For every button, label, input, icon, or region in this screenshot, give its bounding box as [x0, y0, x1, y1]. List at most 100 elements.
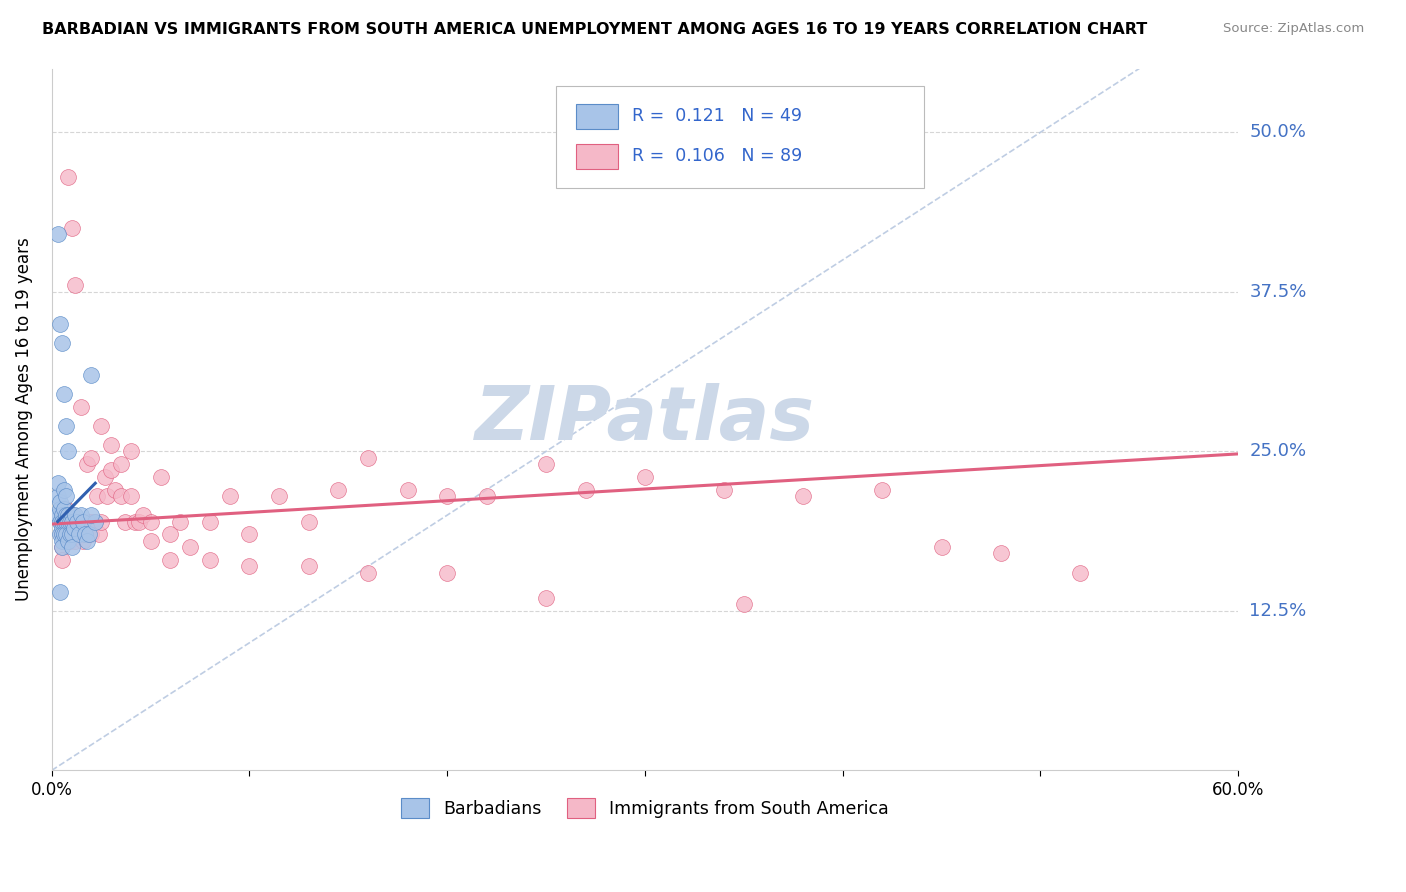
Point	[90, 418, 112, 433]
Point	[634, 470, 657, 484]
Y-axis label: Unemployment Among Ages 16 to 19 years: Unemployment Among Ages 16 to 19 years	[15, 237, 32, 601]
Point	[72, 533, 94, 548]
Point	[62, 527, 84, 541]
Point	[198, 553, 221, 567]
Point	[149, 470, 172, 484]
Point	[1069, 566, 1091, 580]
Point	[67, 527, 90, 541]
Text: 25.0%: 25.0%	[1250, 442, 1306, 460]
Point	[51, 335, 73, 350]
Point	[931, 540, 953, 554]
Point	[534, 591, 557, 605]
Point	[48, 495, 70, 509]
Point	[55, 515, 77, 529]
Point	[55, 527, 77, 541]
Text: Source: ZipAtlas.com: Source: ZipAtlas.com	[1223, 22, 1364, 36]
Point	[575, 483, 598, 497]
Point	[76, 533, 98, 548]
Point	[52, 527, 75, 541]
Point	[70, 400, 93, 414]
Point	[58, 515, 80, 529]
Point	[56, 508, 79, 523]
Point	[46, 489, 69, 503]
Point	[58, 527, 80, 541]
Point	[90, 515, 112, 529]
Point	[65, 278, 87, 293]
Point	[86, 489, 108, 503]
Point	[733, 598, 755, 612]
Point	[80, 527, 103, 541]
Point	[84, 515, 107, 529]
Point	[60, 515, 83, 529]
Point	[120, 489, 142, 503]
Point	[51, 515, 73, 529]
Point	[51, 540, 73, 554]
Text: BARBADIAN VS IMMIGRANTS FROM SOUTH AMERICA UNEMPLOYMENT AMONG AGES 16 TO 19 YEAR: BARBADIAN VS IMMIGRANTS FROM SOUTH AMERI…	[42, 22, 1147, 37]
Point	[70, 508, 93, 523]
Point	[100, 463, 122, 477]
Point	[60, 508, 83, 523]
FancyBboxPatch shape	[555, 86, 924, 188]
Point	[76, 457, 98, 471]
Point	[328, 483, 350, 497]
Point	[436, 566, 458, 580]
Point	[436, 489, 458, 503]
Point	[51, 527, 73, 541]
Point	[48, 584, 70, 599]
Point	[51, 521, 73, 535]
Text: 50.0%: 50.0%	[1250, 123, 1306, 141]
Point	[396, 483, 419, 497]
Point	[114, 515, 136, 529]
Point	[65, 508, 87, 523]
Point	[713, 483, 735, 497]
Point	[990, 546, 1012, 560]
Point	[120, 444, 142, 458]
Point	[128, 515, 150, 529]
Point	[94, 470, 117, 484]
Point	[60, 508, 83, 523]
Point	[238, 527, 260, 541]
Point	[139, 515, 162, 529]
Point	[46, 476, 69, 491]
Point	[80, 450, 103, 465]
Point	[66, 515, 89, 529]
Point	[110, 457, 132, 471]
Point	[75, 527, 97, 541]
Point	[159, 553, 181, 567]
Point	[51, 508, 73, 523]
Point	[52, 483, 75, 497]
Point	[55, 418, 77, 433]
Point	[67, 521, 90, 535]
Point	[60, 527, 83, 541]
Point	[55, 521, 77, 535]
Point	[60, 515, 83, 529]
Point	[56, 515, 79, 529]
Point	[169, 515, 191, 529]
Point	[51, 540, 73, 554]
Point	[89, 527, 111, 541]
Point	[60, 221, 83, 235]
Text: ZIPatlas: ZIPatlas	[475, 383, 815, 456]
Point	[70, 527, 93, 541]
Point	[70, 515, 93, 529]
Point	[51, 508, 73, 523]
Point	[139, 533, 162, 548]
Point	[357, 450, 380, 465]
Point	[56, 515, 79, 529]
Point	[218, 489, 240, 503]
Point	[66, 515, 89, 529]
Point	[55, 508, 77, 523]
Point	[46, 508, 69, 523]
Point	[131, 508, 153, 523]
Point	[46, 227, 69, 242]
Point	[75, 527, 97, 541]
Point	[55, 501, 77, 516]
Point	[80, 368, 103, 382]
Point	[55, 489, 77, 503]
Point	[56, 527, 79, 541]
Point	[56, 169, 79, 184]
Point	[48, 501, 70, 516]
Point	[65, 533, 87, 548]
Point	[66, 527, 89, 541]
Point	[179, 540, 201, 554]
